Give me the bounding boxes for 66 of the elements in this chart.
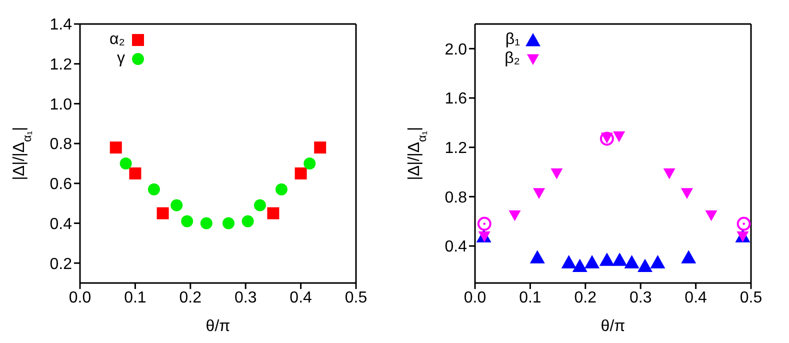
point [181, 215, 194, 228]
point [254, 199, 266, 212]
x-tick-label: 0.3 [629, 289, 652, 306]
point [110, 142, 122, 154]
point [612, 252, 628, 266]
point [275, 183, 288, 196]
point [200, 217, 212, 230]
x-axis-title: θ/π [600, 318, 626, 335]
point [599, 252, 614, 266]
legend-label: α₂ [108, 30, 125, 48]
x-axis-title: θ/π [206, 318, 230, 335]
y-tick-label: 1.4 [50, 16, 72, 34]
x-tick-label: 0.3 [234, 289, 257, 306]
x-tick-label: 0.0 [464, 289, 486, 306]
point [508, 210, 521, 222]
point [650, 255, 666, 268]
x-tick-label: 0.5 [344, 289, 368, 306]
y-tick-label: 1.2 [444, 140, 468, 158]
point [705, 210, 718, 222]
point [170, 199, 183, 212]
point [530, 250, 545, 264]
point [294, 167, 307, 180]
y-tick-label: 0.6 [50, 176, 72, 194]
y-tick-label: 0.4 [50, 216, 72, 233]
point [624, 255, 640, 268]
point [314, 142, 326, 154]
point [550, 168, 563, 180]
x-tick-label: 0.4 [684, 289, 708, 306]
y-tick-label: 0.4 [444, 238, 468, 256]
point [584, 255, 600, 268]
legend-label: β₂ [504, 50, 520, 68]
y-tick-label: 0.8 [50, 136, 72, 154]
point [561, 255, 576, 268]
y-tick-label: 1.6 [444, 90, 468, 108]
point [129, 167, 142, 180]
point [638, 258, 653, 272]
point [267, 207, 280, 220]
point [148, 183, 160, 196]
point [663, 168, 676, 180]
point [680, 188, 693, 199]
x-tick-label: 0.5 [740, 289, 762, 306]
point [477, 216, 492, 231]
y-tick-label: 1.2 [50, 56, 72, 74]
x-tick-label: 0.1 [124, 289, 146, 306]
y-tick-label: 0.2 [50, 256, 72, 273]
y-tick-label: 2.0 [444, 41, 468, 58]
point [736, 216, 751, 231]
y-tick-label: 0.8 [444, 189, 468, 206]
y-tick-label: 1.0 [50, 96, 72, 114]
point [600, 132, 614, 146]
point [533, 188, 546, 199]
legend-label: γ [116, 50, 125, 68]
x-tick-label: 0.4 [290, 289, 312, 306]
point [613, 131, 626, 142]
x-tick-label: 0.0 [68, 289, 92, 306]
x-tick-label: 0.2 [574, 289, 597, 306]
point [120, 157, 132, 170]
point [304, 157, 316, 170]
point [572, 258, 588, 272]
point [156, 207, 169, 220]
x-tick-label: 0.2 [179, 289, 202, 306]
point [681, 250, 696, 264]
x-tick-label: 0.1 [519, 289, 542, 306]
point [222, 217, 234, 230]
legend-label: β₁ [504, 30, 520, 48]
point [242, 215, 254, 228]
